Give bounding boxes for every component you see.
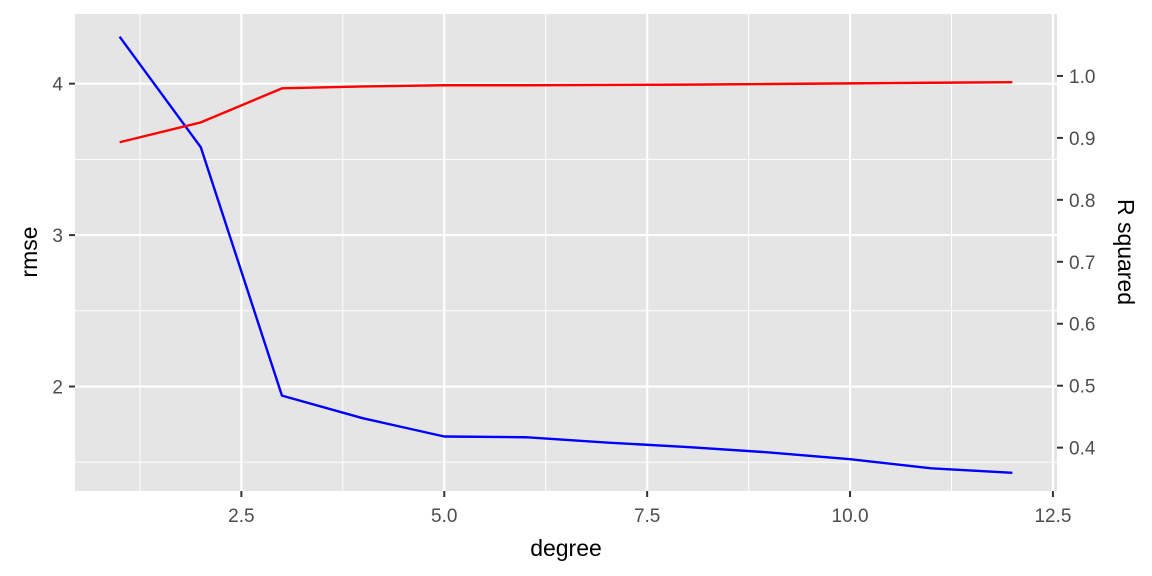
y-right-tick-label: 0.8 (1069, 191, 1095, 212)
y-right-tick-label: 0.5 (1069, 377, 1095, 398)
y-axis-left: 2 3 4 (52, 75, 75, 399)
x-tick-label: 5.0 (431, 506, 457, 527)
y-right-tick-label: 1.0 (1069, 67, 1095, 88)
rmse-series-line (118, 35, 1013, 475)
x-tick-label: 7.5 (634, 506, 660, 527)
y-axis-right-title: R squared (1113, 199, 1139, 305)
plot-panel (75, 14, 1057, 491)
y-left-tick-label: 2 (52, 378, 63, 399)
x-tick-label: 10.0 (832, 506, 869, 527)
y-right-tick-label: 0.9 (1069, 129, 1095, 150)
y-left-tick-label: 3 (52, 226, 63, 247)
y-axis-right: 0.4 0.5 0.6 0.7 0.8 0.9 1.0 (1057, 67, 1096, 460)
y-axis-left-title: rmse (16, 226, 42, 277)
grid-minor (75, 14, 1057, 491)
x-tick-label: 12.5 (1034, 506, 1071, 527)
x-axis: 2.5 5.0 7.5 10.0 12.5 (228, 491, 1071, 527)
y-right-tick-label: 0.6 (1069, 315, 1095, 336)
series-layer (118, 35, 1013, 475)
x-axis-title: degree (530, 535, 602, 561)
y-left-tick-label: 4 (52, 75, 63, 96)
r-squared-series-line (119, 80, 1013, 144)
grid-major (75, 14, 1057, 491)
x-tick-label: 2.5 (228, 506, 254, 527)
y-right-tick-label: 0.4 (1069, 439, 1096, 460)
y-right-tick-label: 0.7 (1069, 253, 1095, 274)
